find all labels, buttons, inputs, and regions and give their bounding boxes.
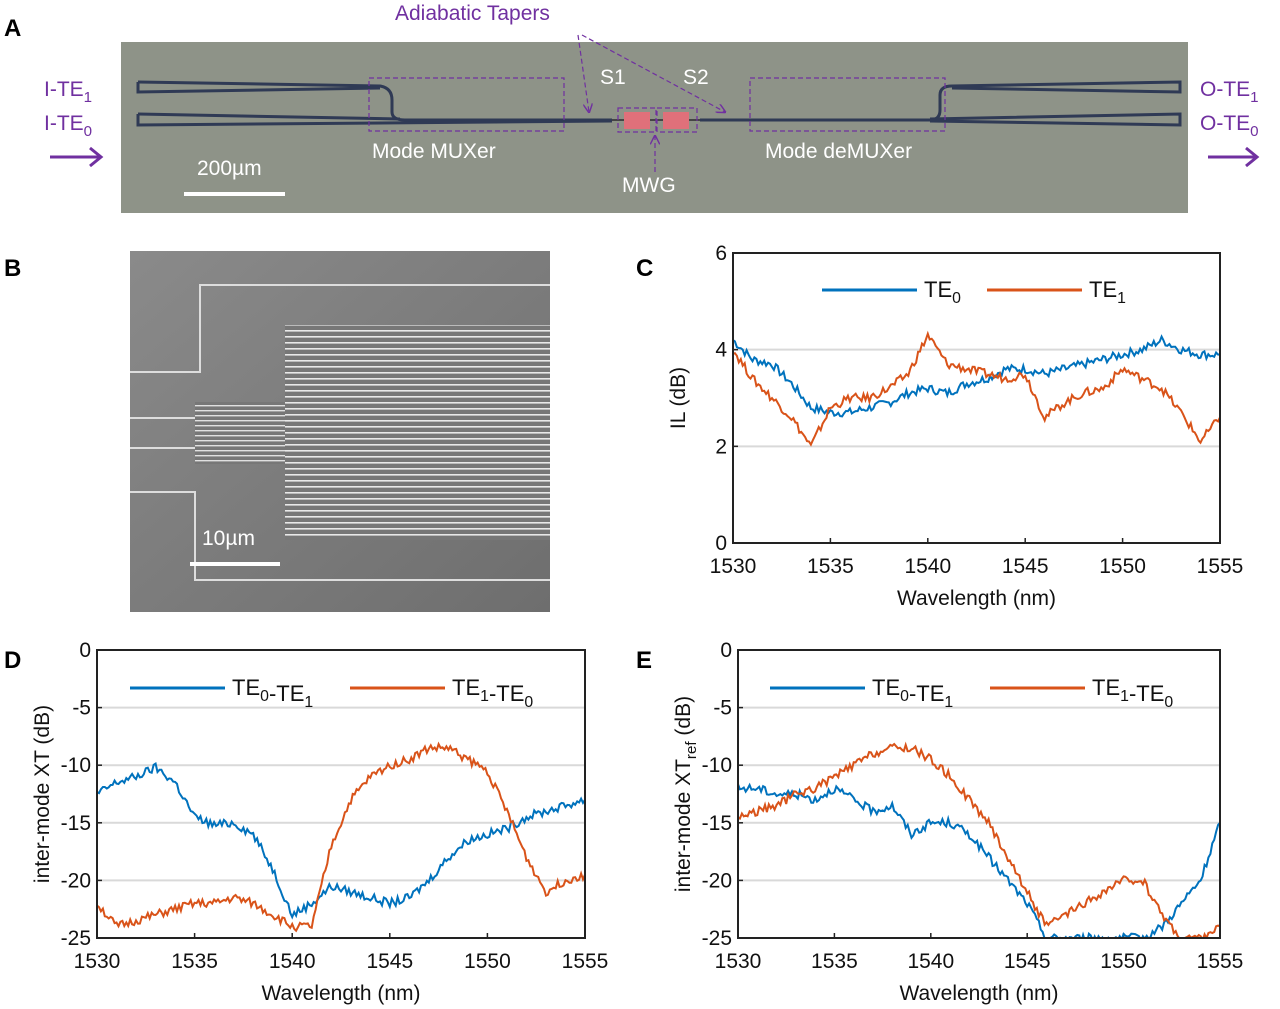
- legend-label: TE1-TE0: [1092, 675, 1173, 711]
- y-tick-label: 0: [715, 532, 727, 555]
- panel-letter-e: E: [636, 647, 652, 674]
- scale-bar-a: [184, 192, 285, 196]
- y-tick-label: -25: [61, 927, 91, 950]
- chart-c-insertion-loss: 0 2 4 6 1530 1535 1540 1545 1550 1555 TE0 TE1 Wavele…: [667, 242, 1243, 610]
- scale-bar-label-a: 200µm: [197, 157, 262, 180]
- micrograph: [121, 42, 1188, 213]
- y-tick-label: 0: [720, 639, 732, 662]
- label-s2: S2: [683, 66, 709, 89]
- label-adiabatic-tapers: Adiabatic Tapers: [395, 2, 550, 25]
- label-output-te0: O-TE0: [1200, 112, 1259, 140]
- series-line-te0-te1: [738, 782, 1220, 938]
- chart-d-crosstalk: -25 -20 -15 -10 -5 0 1530 1535 1540 1545 1550 1555 T…: [31, 639, 608, 1005]
- x-tick-label: 1535: [807, 555, 854, 578]
- input-arrow-icon: [50, 146, 104, 168]
- x-tick-label: 1550: [464, 950, 511, 973]
- label-mwg: MWG: [622, 174, 676, 197]
- y-tick-label: -10: [702, 754, 732, 777]
- y-tick-label: 6: [715, 242, 727, 265]
- y-tick-label: -15: [702, 812, 732, 835]
- x-tick-label: 1540: [907, 950, 954, 973]
- mwg-section-s1: [624, 112, 650, 129]
- panel-b: B 10µm: [4, 251, 550, 612]
- sem-grating-wide: [285, 325, 550, 540]
- annotation-boxes: [368, 34, 946, 172]
- sem-grating-narrow: [195, 402, 285, 464]
- y-tick-label: -20: [702, 869, 732, 892]
- label-input-te0: I-TE0: [44, 112, 92, 140]
- y-axis-label: inter-mode XT (dB): [31, 705, 54, 883]
- waveguides: [136, 80, 1182, 127]
- scale-bar-label-b: 10µm: [202, 527, 255, 550]
- x-tick-label: 1545: [1002, 555, 1049, 578]
- panel-a: A Adiabatic Tapers S1 S2 Mode MUXer Mode…: [4, 2, 1260, 213]
- series-line-te1: [733, 330, 1220, 447]
- x-tick-label: 1540: [904, 555, 951, 578]
- x-tick-label: 1550: [1099, 555, 1146, 578]
- x-tick-label: 1550: [1100, 950, 1147, 973]
- x-tick-label: 1530: [710, 555, 757, 578]
- x-tick-label: 1555: [562, 950, 609, 973]
- y-tick-label: -20: [61, 869, 91, 892]
- x-tick-label: 1545: [366, 950, 413, 973]
- x-tick-label: 1535: [811, 950, 858, 973]
- y-tick-label: 0: [79, 639, 91, 662]
- x-axis-label: Wavelength (nm): [897, 587, 1056, 610]
- x-tick-label: 1530: [74, 950, 121, 973]
- plot-frame: [732, 252, 1221, 544]
- x-tick-label: 1540: [269, 950, 316, 973]
- mwg-section-s2: [663, 112, 689, 129]
- x-tick-label: 1530: [715, 950, 762, 973]
- series-line-te0: [733, 334, 1220, 418]
- panel-letter-b: B: [4, 255, 21, 282]
- x-tick-label: 1555: [1197, 950, 1244, 973]
- label-s1: S1: [600, 66, 626, 89]
- y-tick-label: -5: [713, 697, 732, 720]
- legend-label: TE0-TE1: [872, 675, 953, 711]
- x-tick-label: 1555: [1197, 555, 1244, 578]
- y-tick-label: 4: [715, 339, 727, 362]
- x-tick-label: 1545: [1004, 950, 1051, 973]
- y-tick-label: 2: [715, 435, 727, 458]
- legend-label: TE1-TE0: [452, 675, 533, 711]
- plot-frame: [96, 649, 586, 939]
- series-line-te1-te0: [97, 741, 585, 933]
- legend-label: TE0-TE1: [232, 675, 313, 711]
- x-axis-label: Wavelength (nm): [261, 982, 420, 1005]
- label-mode-muxer: Mode MUXer: [372, 140, 496, 163]
- y-axis-label: IL (dB): [667, 367, 690, 429]
- panel-letter-a: A: [4, 15, 21, 42]
- y-axis-label: inter-mode XTref (dB): [672, 696, 700, 892]
- series-line-te1-te0: [738, 741, 1220, 938]
- y-tick-label: -25: [702, 927, 732, 950]
- panel-letter-c: C: [636, 255, 653, 282]
- y-tick-label: -10: [61, 754, 91, 777]
- scale-bar-b: [190, 562, 280, 566]
- x-tick-label: 1535: [171, 950, 218, 973]
- series-line-te0-te1: [97, 761, 585, 920]
- label-input-te1: I-TE1: [44, 78, 92, 106]
- chart-e-crosstalk-ref: -25 -20 -15 -10 -5 0 1530 1535 1540 1545 1550 1555 T…: [672, 639, 1243, 1005]
- legend-label: TE0: [924, 277, 961, 307]
- output-arrow-icon: [1208, 146, 1260, 168]
- label-mode-demuxer: Mode deMUXer: [765, 140, 912, 163]
- sem-edges: [130, 284, 550, 581]
- plot-frame: [737, 649, 1221, 939]
- y-tick-label: -5: [72, 697, 91, 720]
- label-output-te1: O-TE1: [1200, 78, 1259, 106]
- panel-letter-d: D: [4, 647, 21, 674]
- y-tick-label: -15: [61, 812, 91, 835]
- x-axis-label: Wavelength (nm): [899, 982, 1058, 1005]
- legend-label: TE1: [1089, 277, 1126, 307]
